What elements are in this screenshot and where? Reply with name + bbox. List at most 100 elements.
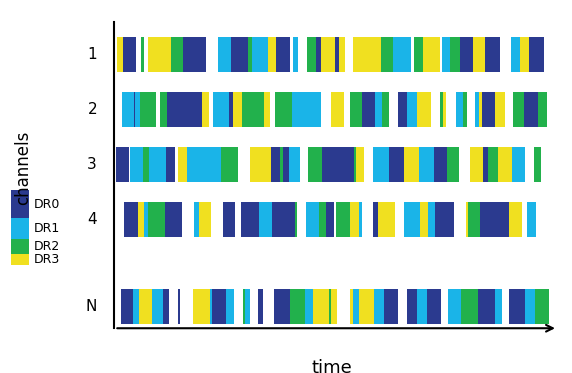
Bar: [420, 202, 428, 237]
Bar: [442, 37, 450, 72]
Bar: [380, 37, 394, 72]
Bar: [306, 202, 319, 237]
Bar: [227, 289, 234, 325]
Bar: [149, 147, 156, 182]
Text: 1: 1: [88, 47, 97, 62]
Bar: [165, 202, 182, 237]
Bar: [223, 202, 235, 237]
Bar: [196, 92, 202, 127]
Bar: [308, 147, 322, 182]
Bar: [293, 37, 298, 72]
Bar: [525, 289, 535, 325]
Bar: [488, 147, 498, 182]
Bar: [463, 92, 467, 127]
Text: DR3: DR3: [34, 253, 60, 266]
Bar: [505, 147, 513, 182]
Bar: [229, 92, 233, 127]
Bar: [535, 289, 549, 325]
Bar: [495, 92, 500, 127]
Bar: [473, 37, 485, 72]
Bar: [251, 202, 259, 237]
Bar: [331, 289, 337, 325]
Bar: [414, 37, 423, 72]
Bar: [404, 202, 420, 237]
Bar: [468, 202, 480, 237]
Text: DR2: DR2: [34, 240, 60, 253]
Bar: [202, 92, 209, 127]
Bar: [404, 147, 419, 182]
Bar: [163, 289, 169, 325]
Bar: [280, 147, 283, 182]
Bar: [351, 92, 362, 127]
Bar: [356, 147, 364, 182]
Bar: [183, 37, 199, 72]
Bar: [426, 92, 431, 127]
Bar: [322, 147, 335, 182]
Bar: [250, 147, 265, 182]
Bar: [475, 92, 479, 127]
Bar: [212, 289, 216, 325]
Bar: [316, 37, 321, 72]
Bar: [456, 92, 463, 127]
Bar: [466, 202, 468, 237]
Bar: [485, 37, 489, 72]
Bar: [184, 92, 196, 127]
Bar: [199, 202, 211, 237]
Bar: [478, 289, 495, 325]
Bar: [482, 92, 495, 127]
Bar: [419, 147, 434, 182]
Bar: [205, 289, 210, 325]
Bar: [117, 37, 123, 72]
Bar: [321, 37, 335, 72]
Bar: [335, 37, 339, 72]
Bar: [393, 202, 395, 237]
Bar: [272, 202, 287, 237]
Bar: [124, 202, 130, 237]
Bar: [378, 202, 393, 237]
Bar: [134, 92, 135, 127]
Bar: [423, 37, 435, 72]
Bar: [138, 202, 144, 237]
Bar: [354, 147, 356, 182]
Bar: [382, 92, 388, 127]
Bar: [194, 202, 199, 237]
Bar: [388, 147, 404, 182]
Bar: [470, 147, 483, 182]
Bar: [437, 202, 454, 237]
Bar: [413, 92, 418, 127]
Bar: [500, 92, 505, 127]
Bar: [418, 92, 426, 127]
Bar: [305, 92, 321, 127]
Bar: [243, 289, 245, 325]
Bar: [289, 147, 300, 182]
Bar: [116, 147, 129, 182]
Bar: [359, 289, 374, 325]
Bar: [149, 202, 165, 237]
Bar: [156, 147, 166, 182]
Bar: [199, 37, 206, 72]
Bar: [231, 37, 248, 72]
Bar: [292, 92, 305, 127]
Bar: [218, 37, 231, 72]
Bar: [359, 202, 362, 237]
Bar: [242, 92, 252, 127]
Bar: [291, 289, 305, 325]
Bar: [495, 289, 502, 325]
Bar: [216, 289, 227, 325]
Bar: [373, 202, 378, 237]
Bar: [166, 147, 175, 182]
Bar: [139, 289, 152, 325]
Bar: [498, 147, 505, 182]
Bar: [171, 37, 183, 72]
Bar: [178, 289, 180, 325]
Bar: [492, 202, 510, 237]
Bar: [428, 202, 435, 237]
Bar: [178, 147, 187, 182]
Bar: [164, 37, 171, 72]
Bar: [135, 92, 140, 127]
Text: 3: 3: [88, 157, 97, 172]
Bar: [443, 92, 446, 127]
Bar: [142, 147, 149, 182]
Bar: [241, 202, 251, 237]
Bar: [398, 92, 407, 127]
